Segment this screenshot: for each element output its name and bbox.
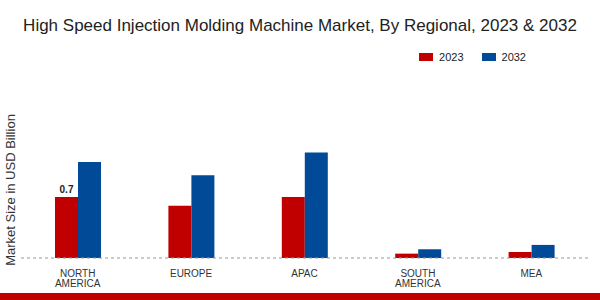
svg-text:APAC: APAC bbox=[291, 268, 318, 279]
html-text:2032: 2032 bbox=[501, 51, 526, 63]
svg-text:EUROPE: EUROPE bbox=[170, 268, 213, 279]
html-text:2023: 2023 bbox=[439, 51, 464, 63]
svg-text:MEA: MEA bbox=[520, 268, 542, 279]
svg-text:SOUTHAMERICA: SOUTHAMERICA bbox=[395, 268, 441, 289]
html-text:Market Size in USD Billion: Market Size in USD Billion bbox=[2, 114, 18, 266]
html-text:High Speed Injection Molding M: High Speed Injection Molding Machine Mar… bbox=[23, 16, 577, 35]
svg-text:0.7: 0.7 bbox=[60, 184, 74, 195]
svg-text:NORTHAMERICA: NORTHAMERICA bbox=[55, 268, 101, 289]
